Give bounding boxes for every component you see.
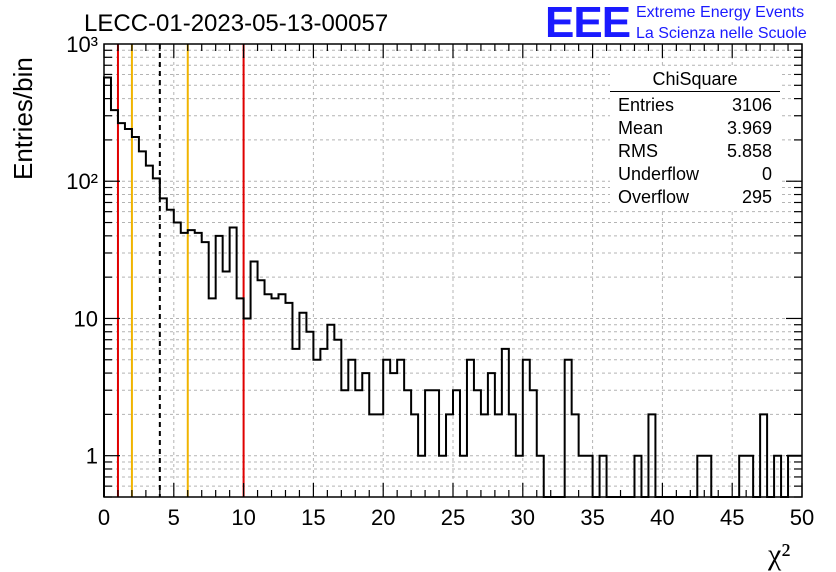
- stat-value: 5.858: [726, 141, 772, 161]
- x-tick-label: 10: [231, 505, 255, 530]
- stat-value: 3106: [731, 95, 772, 115]
- x-axis-label: χ²: [768, 538, 791, 571]
- stat-row-entries: Entries 3106: [610, 94, 780, 117]
- x-tick-label: 15: [301, 505, 325, 530]
- stat-value: 3.969: [726, 118, 772, 138]
- y-tick-label: 10²: [66, 169, 98, 194]
- x-tick-label: 35: [580, 505, 604, 530]
- x-tick-label: 40: [650, 505, 674, 530]
- eee-logo: EEE: [545, 0, 631, 47]
- x-tick-label: 0: [98, 505, 110, 530]
- logo-subtitle-line1: Extreme Energy Events: [636, 4, 805, 21]
- stat-label: Entries: [618, 95, 675, 115]
- statistics-box: ChiSquare Entries 3106 Mean 3.969 RMS 5.…: [610, 68, 780, 209]
- stat-value: 0: [761, 164, 772, 184]
- x-tick-label: 25: [441, 505, 465, 530]
- stat-row-overflow: Overflow 295: [610, 186, 780, 209]
- stat-value: 295: [741, 187, 772, 207]
- x-tick-label: 5: [168, 505, 180, 530]
- stat-row-mean: Mean 3.969: [610, 117, 780, 140]
- x-tick-label: 50: [790, 505, 814, 530]
- stat-row-underflow: Underflow 0: [610, 163, 780, 186]
- stat-label: RMS: [618, 141, 658, 161]
- stats-title: ChiSquare: [610, 68, 780, 92]
- x-tick-label: 45: [720, 505, 744, 530]
- stat-label: Mean: [618, 118, 664, 138]
- stat-label: Underflow: [618, 164, 700, 184]
- y-tick-label: 1: [86, 444, 98, 469]
- x-tick-label: 30: [511, 505, 535, 530]
- y-tick-label: 10³: [66, 32, 98, 57]
- histogram-outline: [103, 76, 802, 498]
- x-tick-label: 20: [371, 505, 395, 530]
- stat-row-rms: RMS 5.858: [610, 140, 780, 163]
- logo-subtitle-line2: La Scienza nelle Scuole: [636, 25, 807, 42]
- run-title: LECC-01-2023-05-13-00057: [84, 10, 389, 37]
- y-tick-label: 10: [74, 306, 98, 331]
- stat-label: Overflow: [618, 187, 690, 207]
- y-axis-label: Entries/bin: [8, 57, 38, 180]
